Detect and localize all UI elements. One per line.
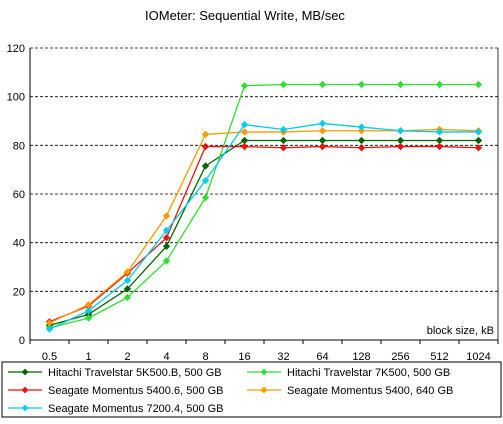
y-tick-label: 40 <box>13 238 25 250</box>
legend-item: Hitachi Travelstar 5K500.B, 500 GB <box>8 367 222 379</box>
legend-label: Seagate Momentus 5400.6, 500 GB <box>48 385 224 397</box>
y-tick-label: 20 <box>13 286 25 298</box>
x-tick-label: 512 <box>430 351 448 363</box>
y-tick-label: 100 <box>7 92 25 104</box>
data-point <box>318 119 327 128</box>
data-point <box>357 144 366 152</box>
data-point <box>240 81 249 90</box>
data-point <box>162 212 171 220</box>
series-4 <box>45 119 483 333</box>
data-point <box>123 276 132 285</box>
legend-label: Seagate Momentus 5400, 640 GB <box>287 385 453 397</box>
data-point <box>123 285 132 293</box>
legend-marker <box>260 368 268 376</box>
data-point <box>396 126 405 135</box>
data-point <box>474 144 483 152</box>
data-point <box>435 142 444 151</box>
legend-item: Seagate Momentus 5400, 640 GB <box>247 385 453 397</box>
legend: Hitachi Travelstar 5K500.B, 500 GB Hitach… <box>1 361 502 418</box>
data-point <box>201 142 210 151</box>
data-point <box>396 80 405 89</box>
data-point <box>201 176 210 185</box>
x-tick-label: 32 <box>277 351 289 363</box>
legend-label: Hitachi Travelstar 7K500, 500 GB <box>287 367 450 379</box>
data-point <box>396 142 405 151</box>
data-point <box>240 120 249 129</box>
data-point <box>162 242 171 251</box>
x-axis-label: block size, kB <box>427 325 494 337</box>
series-line <box>49 128 479 324</box>
legend-marker <box>260 386 268 394</box>
x-tick-label: 0.5 <box>42 351 57 363</box>
data-point <box>45 325 54 333</box>
data-point <box>279 80 288 89</box>
legend-label: Hitachi Travelstar 5K500.B, 500 GB <box>48 367 222 379</box>
x-tick-label: 128 <box>352 351 370 363</box>
data-point <box>474 136 483 145</box>
x-tick-label: 256 <box>391 351 409 363</box>
y-tick-label: 120 <box>7 43 25 55</box>
y-tick-label: 60 <box>13 189 25 201</box>
data-point <box>318 80 327 89</box>
data-point <box>318 126 327 135</box>
x-tick-label: 1 <box>85 351 91 363</box>
data-point <box>474 128 483 136</box>
data-point <box>357 80 366 89</box>
data-point <box>84 307 93 315</box>
series-line <box>49 83 479 329</box>
x-tick-label: 8 <box>202 351 208 363</box>
legend-item: Hitachi Travelstar 7K500, 500 GB <box>247 367 450 379</box>
data-point <box>240 128 249 136</box>
y-tick-label: 0 <box>19 335 25 347</box>
series-line <box>49 122 479 330</box>
series-1 <box>45 80 483 332</box>
data-point <box>318 142 327 151</box>
data-point <box>435 80 444 89</box>
legend-label: Seagate Momentus 7200.4, 500 GB <box>48 403 224 415</box>
data-point <box>162 226 171 235</box>
plot-area: 0 20 40 60 80 100 120 0.5 1 2 4 8 16 32 64 128 256 512 102… <box>7 43 499 363</box>
data-point <box>162 234 171 242</box>
legend-marker <box>21 404 29 412</box>
x-tick-label: 2 <box>124 351 130 363</box>
x-tick-label: 4 <box>163 351 169 363</box>
series-line <box>49 139 479 327</box>
x-tick-label: 64 <box>316 351 328 363</box>
chart-title: IOMeter: Sequential Write, MB/sec <box>145 8 345 23</box>
data-point <box>435 128 444 136</box>
data-point <box>240 142 249 151</box>
legend-item: Seagate Momentus 7200.4, 500 GB <box>8 403 224 415</box>
data-point <box>123 268 132 276</box>
data-point <box>474 80 483 89</box>
data-point <box>123 293 132 302</box>
series-2 <box>45 142 483 326</box>
x-tick-label: 16 <box>238 351 250 363</box>
data-point <box>357 136 366 145</box>
series-line <box>49 145 479 323</box>
legend-marker <box>21 386 29 394</box>
data-point <box>84 314 93 322</box>
series-3 <box>45 125 483 327</box>
series-0 <box>45 136 483 330</box>
data-point <box>201 130 210 139</box>
data-point <box>279 136 288 145</box>
data-point <box>357 123 366 131</box>
data-point <box>279 144 288 152</box>
legend-item: Seagate Momentus 5400.6, 500 GB <box>8 385 224 397</box>
legend-marker <box>21 368 29 376</box>
data-point <box>162 257 171 265</box>
data-point <box>201 193 210 202</box>
data-point <box>201 162 210 170</box>
y-tick-label: 80 <box>13 140 25 152</box>
x-tick-label: 1024 <box>466 351 490 363</box>
data-point <box>279 125 288 134</box>
